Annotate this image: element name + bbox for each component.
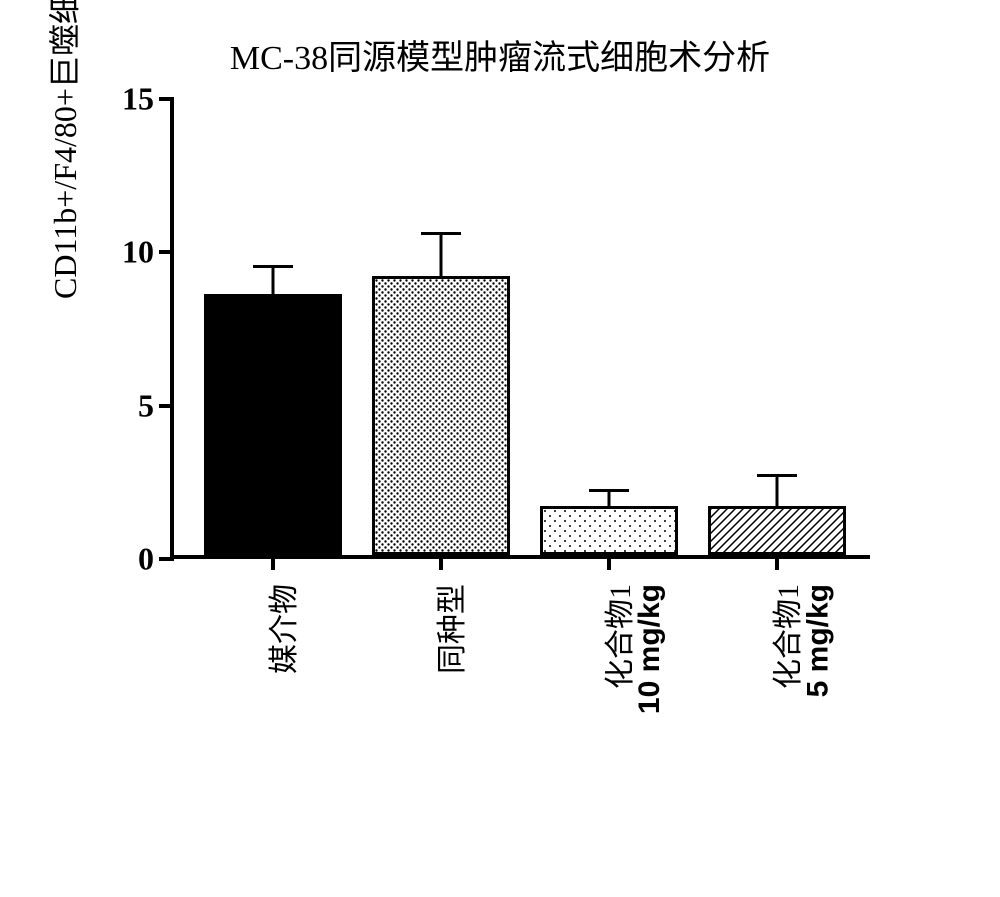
x-dose-label: 10 mg/kg — [633, 584, 667, 714]
x-tick — [607, 555, 611, 570]
error-bar — [608, 491, 611, 506]
x-tick — [271, 555, 275, 570]
y-tick — [159, 97, 174, 101]
y-tick — [159, 557, 174, 561]
error-bar — [440, 233, 443, 276]
error-bar — [776, 475, 779, 506]
x-category-label: 媒介物 — [259, 584, 303, 674]
x-tick — [775, 555, 779, 570]
y-tick-label: 0 — [104, 541, 154, 578]
x-tick — [439, 555, 443, 570]
bar — [372, 276, 510, 555]
bar — [540, 506, 678, 555]
plot-area: 051015媒介物同种型化合物110 mg/kg化合物15 mg/kg — [170, 99, 870, 559]
chart-container: CD11b+/F4/80+巨噬细胞% 051015媒介物同种型化合物110 mg… — [60, 99, 940, 879]
y-tick-label: 15 — [104, 81, 154, 118]
y-tick-label: 10 — [104, 234, 154, 271]
y-tick — [159, 250, 174, 254]
y-axis-label: CD11b+/F4/80+巨噬细胞% — [40, 0, 86, 299]
x-dose-label: 5 mg/kg — [801, 584, 835, 697]
y-tick — [159, 404, 174, 408]
chart-title: MC-38同源模型肿瘤流式细胞术分析 — [60, 30, 940, 79]
error-cap — [589, 489, 629, 492]
y-tick-label: 5 — [104, 387, 154, 424]
bar — [204, 294, 342, 555]
error-cap — [253, 265, 293, 268]
x-category-label: 同种型 — [427, 584, 471, 674]
error-cap — [421, 232, 461, 235]
bar — [708, 506, 846, 555]
error-cap — [757, 474, 797, 477]
error-bar — [272, 267, 275, 295]
